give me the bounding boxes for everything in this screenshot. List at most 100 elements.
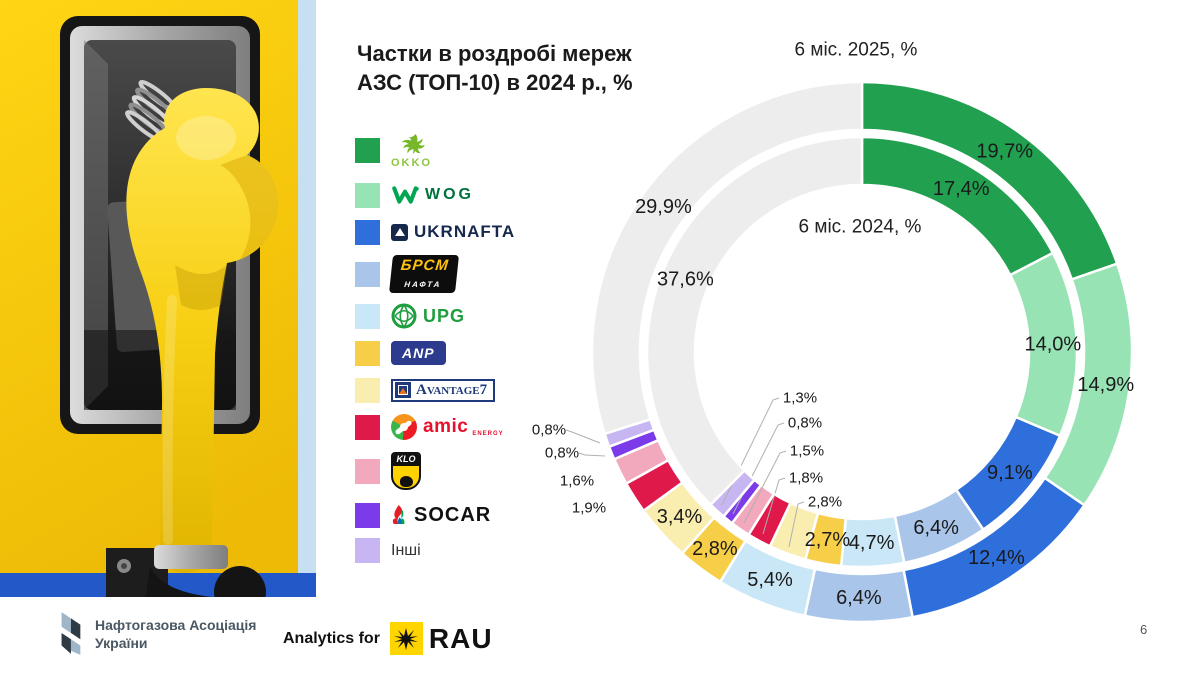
slice-label-inner-WOG: 14,0%: [1024, 334, 1081, 356]
donut-slice-inner-rest: [645, 135, 864, 507]
okko-logo: OKKO: [391, 132, 432, 169]
brsm-logo: БРСМ НАФТА: [388, 255, 459, 294]
legend-item-brsm: БРСМ НАФТА: [355, 255, 515, 294]
slice-label-outer-WOG: 14,9%: [1077, 374, 1134, 396]
legend-swatch-ukrnafta: [355, 219, 380, 245]
analytics-for-label: Analytics for: [283, 629, 380, 647]
callout-label-outer-Інші: 0,8%: [532, 422, 566, 439]
brsm-logo-text-top: БРСМ: [400, 257, 450, 274]
klo-logo-text: KLO: [393, 454, 419, 467]
callout-label-outer-SOCAR: 0,8%: [545, 445, 579, 462]
callout-label-inner-AMIC: 1,8%: [789, 470, 823, 487]
callout-label-outer-AMIC: 1,9%: [572, 500, 606, 517]
slice-label-outer-УКРНАФТА: 12,4%: [968, 547, 1025, 569]
legend-swatch-amic: [355, 414, 380, 440]
amic-circle-icon: [391, 414, 417, 441]
legend-swatch-wog: [355, 182, 380, 208]
naftogaz-association-icon: [61, 612, 81, 655]
okko-logo-text: OKKO: [391, 156, 432, 169]
callout-line-inner-Avantage7: [788, 501, 805, 548]
legend-item-socar: SOCAR: [355, 501, 515, 529]
ukrnafta-logo-text: UKRNAFTA: [414, 222, 516, 241]
legend-swatch-upg: [355, 303, 380, 329]
callout-label-outer-KLO: 1,6%: [560, 473, 594, 490]
legend-swatch-anp: [355, 340, 380, 366]
association-name-line1: Нафтогазова Асоціація: [95, 616, 257, 633]
brsm-logo-text-bottom: НАФТА: [403, 279, 442, 289]
slice-label-outer-UPG: 5,4%: [747, 569, 793, 591]
wog-logo: WOG: [391, 184, 474, 206]
ring-title-inner: 6 міс. 2024, %: [799, 217, 922, 238]
callout-line-outer-Інші: [565, 429, 601, 444]
rau-star-icon: [389, 622, 423, 655]
fuel-nozzle-photo: [0, 0, 316, 597]
rau-logo-text: RAU: [428, 622, 493, 654]
amic-logo-subtext: energy: [472, 431, 504, 438]
upg-globe-icon: [391, 303, 417, 329]
slice-label-outer-Avantage7: 3,4%: [657, 506, 703, 528]
socar-logo-text: SOCAR: [414, 503, 492, 526]
naftogaz-association-name: Нафтогазова Асоціація України: [95, 616, 256, 652]
avantage-logo: Avantage7: [391, 378, 496, 402]
callout-label-inner-SOCAR: 0,8%: [788, 415, 822, 432]
callout-line-inner-AMIC: [762, 477, 786, 535]
callout-line-inner-KLO: [743, 450, 787, 524]
callout-label-inner-Avantage7: 2,8%: [808, 494, 842, 511]
klo-mammoth-icon: [399, 476, 413, 488]
analytics-credit: Analytics for RAU: [283, 622, 493, 655]
slice-label-inner-UPG: 4,7%: [849, 532, 895, 554]
chart-legend: OKKO WOG UKRNAFTA БРСМ НАФ: [355, 128, 515, 564]
legend-item-okko: OKKO: [355, 128, 515, 172]
upg-logo: UPG: [391, 303, 465, 329]
page-number: 6: [1140, 622, 1148, 637]
legend-item-klo: KLO: [355, 450, 515, 492]
slice-label-inner-ОККО: 17,4%: [933, 178, 990, 200]
legend-item-ukrnafta: UKRNAFTA: [355, 218, 515, 246]
inshi-label: Інші: [391, 541, 421, 559]
upg-logo-text: UPG: [423, 305, 466, 326]
slice-label-outer-ОККО: 19,7%: [976, 141, 1033, 163]
legend-swatch-inshi: [355, 538, 380, 564]
legend-item-inshi: Інші: [355, 538, 515, 564]
page-title-line2: АЗС (ТОП-10) в 2024 р., %: [357, 69, 633, 95]
callout-line-outer-SOCAR: [578, 452, 606, 457]
rau-star-glyph: [394, 627, 419, 650]
slice-label-inner-БРСМ-Нафта: 6,4%: [913, 517, 959, 539]
socar-flame-icon: [392, 504, 405, 524]
donut-slice-outer-rest: [590, 80, 864, 436]
anp-logo: ANP: [391, 341, 446, 366]
legend-item-upg: UPG: [355, 302, 515, 330]
okko-griffin-icon: [401, 133, 425, 154]
slice-label-inner-УКРНАФТА: 9,1%: [987, 462, 1033, 484]
legend-swatch-klo: [355, 458, 380, 484]
amic-logo: amic energy: [391, 414, 504, 441]
avantage-logo-text: Avantage7: [416, 381, 488, 398]
ring-title-outer: 6 міс. 2025, %: [795, 40, 918, 61]
wog-w-icon: [392, 186, 419, 204]
slice-label-outer-БРСМ-Нафта: 6,4%: [836, 587, 882, 609]
wog-logo-text: WOG: [425, 186, 474, 203]
market-share-donut-chart: 19,7% 14,9% 12,4% 6,4% 5,4% 2,8% 3,4% 1,9% 1,6% 0…: [532, 40, 1134, 624]
klo-logo: KLO: [391, 452, 421, 491]
association-name-line2: України: [95, 635, 148, 651]
slice-label-outer-ANP: 2,8%: [692, 538, 738, 560]
legend-swatch-socar: [355, 502, 380, 528]
legend-item-anp: ANP: [355, 339, 515, 367]
page-title: Частки в роздробі мереж АЗС (ТОП-10) в 2…: [357, 40, 633, 97]
slice-label-inner-ANP: 2,7%: [805, 529, 851, 551]
slice-label-outer-rest: 29,9%: [635, 196, 692, 218]
legend-swatch-brsm: [355, 261, 380, 287]
callout-label-inner-KLO: 1,5%: [790, 443, 824, 460]
legend-item-avantage: Avantage7: [355, 376, 515, 404]
callout-label-inner-Інші: 1,3%: [783, 390, 817, 407]
anp-logo-text: ANP: [402, 345, 435, 362]
legend-item-amic: amic energy: [355, 413, 515, 441]
ukrnafta-logo: UKRNAFTA: [391, 222, 515, 242]
avantage-icon: [395, 382, 411, 399]
ukrnafta-icon: [391, 223, 408, 241]
fuel-nozzle-illustration: [0, 0, 316, 597]
amic-logo-text: amic: [423, 416, 469, 438]
rau-logo: RAU: [389, 622, 493, 655]
legend-swatch-okko: [355, 137, 380, 163]
